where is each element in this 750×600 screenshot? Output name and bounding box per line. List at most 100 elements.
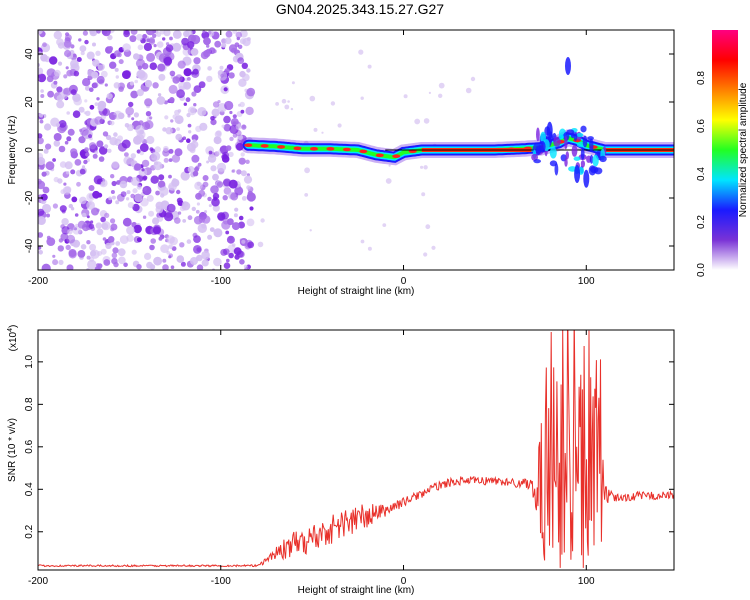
noise-speckle bbox=[229, 136, 234, 142]
noise-speckle bbox=[88, 223, 95, 230]
noise-speckle bbox=[131, 117, 135, 121]
snr-multiplier-close: ) bbox=[8, 325, 19, 328]
noise-speckle bbox=[119, 235, 129, 245]
faint-speckle bbox=[423, 252, 428, 257]
noise-speckle bbox=[40, 89, 44, 93]
heatmap-y-tick-label: 20 bbox=[24, 96, 35, 108]
faint-speckle bbox=[309, 95, 316, 102]
feature-spot bbox=[565, 57, 571, 75]
noise-speckle bbox=[136, 33, 143, 41]
noise-speckle bbox=[44, 123, 52, 131]
noise-speckle bbox=[139, 143, 149, 153]
noise-speckle bbox=[162, 37, 166, 41]
noise-speckle bbox=[210, 165, 217, 172]
noise-speckle bbox=[234, 207, 239, 212]
faint-speckle bbox=[321, 131, 324, 134]
noise-speckle bbox=[166, 203, 176, 213]
noise-speckle bbox=[152, 33, 157, 38]
heatmap-y-tick-label: 40 bbox=[24, 48, 35, 60]
noise-speckle bbox=[175, 74, 183, 82]
faint-speckle bbox=[388, 164, 391, 167]
noise-speckle bbox=[187, 166, 195, 173]
noise-speckle bbox=[135, 58, 146, 68]
disturbance-blob bbox=[589, 154, 594, 164]
noise-speckle bbox=[123, 30, 130, 38]
noise-speckle bbox=[228, 44, 238, 53]
disturbance-blob bbox=[549, 147, 557, 159]
noise-speckle bbox=[100, 216, 106, 223]
noise-speckle bbox=[130, 30, 138, 35]
noise-speckle bbox=[210, 119, 217, 126]
noise-speckle bbox=[163, 157, 169, 163]
noise-speckle bbox=[133, 53, 140, 60]
noise-speckle bbox=[228, 72, 235, 79]
noise-speckle bbox=[246, 87, 256, 97]
noise-speckle bbox=[110, 190, 115, 194]
faint-speckle bbox=[465, 87, 472, 94]
noise-speckle bbox=[131, 249, 137, 255]
noise-speckle bbox=[41, 263, 51, 270]
faint-speckle bbox=[414, 118, 421, 125]
noise-speckle bbox=[109, 61, 117, 69]
noise-speckle bbox=[190, 48, 199, 56]
faint-speckle bbox=[304, 167, 310, 174]
noise-speckle bbox=[111, 257, 118, 265]
noise-speckle bbox=[200, 51, 209, 60]
noise-speckle bbox=[135, 125, 145, 135]
noise-speckle bbox=[210, 185, 219, 194]
noise-speckle bbox=[115, 241, 121, 246]
noise-speckle bbox=[64, 161, 73, 170]
faint-speckle bbox=[403, 94, 408, 99]
noise-speckle bbox=[111, 195, 116, 200]
faint-speckle bbox=[330, 101, 336, 106]
noise-speckle bbox=[144, 252, 152, 260]
faint-speckle bbox=[470, 76, 476, 82]
noise-speckle bbox=[105, 242, 112, 249]
noise-speckle bbox=[201, 259, 209, 267]
noise-speckle bbox=[132, 188, 138, 194]
disturbance-blob bbox=[536, 127, 540, 142]
noise-speckle bbox=[96, 228, 104, 236]
noise-speckle bbox=[207, 196, 212, 202]
faint-speckle bbox=[309, 229, 312, 232]
noise-speckle bbox=[102, 108, 111, 117]
noise-speckle bbox=[84, 99, 88, 103]
noise-speckle bbox=[196, 264, 204, 270]
noise-speckle bbox=[176, 89, 186, 99]
noise-speckle bbox=[113, 82, 121, 89]
faint-speckle bbox=[438, 82, 445, 89]
signal-core-blob bbox=[375, 153, 384, 158]
noise-speckle bbox=[89, 104, 95, 110]
noise-speckle bbox=[63, 40, 72, 48]
noise-speckle bbox=[134, 163, 142, 171]
noise-speckle bbox=[142, 34, 147, 39]
noise-speckle bbox=[72, 53, 77, 58]
noise-speckle bbox=[90, 220, 94, 224]
noise-speckle bbox=[109, 137, 118, 146]
heatmap-y-tick-label: -20 bbox=[24, 190, 35, 205]
noise-speckle bbox=[240, 152, 245, 157]
disturbance-blob bbox=[599, 155, 607, 163]
noise-speckle bbox=[89, 87, 94, 92]
noise-speckle bbox=[207, 154, 217, 163]
noise-speckle bbox=[78, 38, 82, 42]
noise-speckle bbox=[103, 259, 111, 266]
noise-speckle bbox=[193, 245, 202, 254]
noise-speckle bbox=[188, 130, 192, 134]
heatmap-x-label: Height of straight line (km) bbox=[298, 286, 415, 297]
noise-speckle bbox=[186, 138, 191, 143]
noise-speckle bbox=[107, 236, 115, 243]
noise-speckle bbox=[149, 147, 154, 152]
noise-speckle bbox=[61, 218, 69, 226]
noise-speckle bbox=[144, 98, 153, 107]
noise-speckle bbox=[104, 144, 109, 149]
noise-speckle bbox=[126, 226, 135, 235]
faint-speckle bbox=[257, 241, 264, 248]
feature-spot bbox=[583, 169, 590, 188]
noise-speckle bbox=[217, 100, 221, 104]
noise-speckle bbox=[94, 102, 99, 106]
noise-speckle bbox=[202, 181, 209, 188]
noise-speckle bbox=[73, 96, 82, 106]
disturbance-blob bbox=[540, 131, 546, 143]
noise-speckle bbox=[157, 93, 162, 97]
